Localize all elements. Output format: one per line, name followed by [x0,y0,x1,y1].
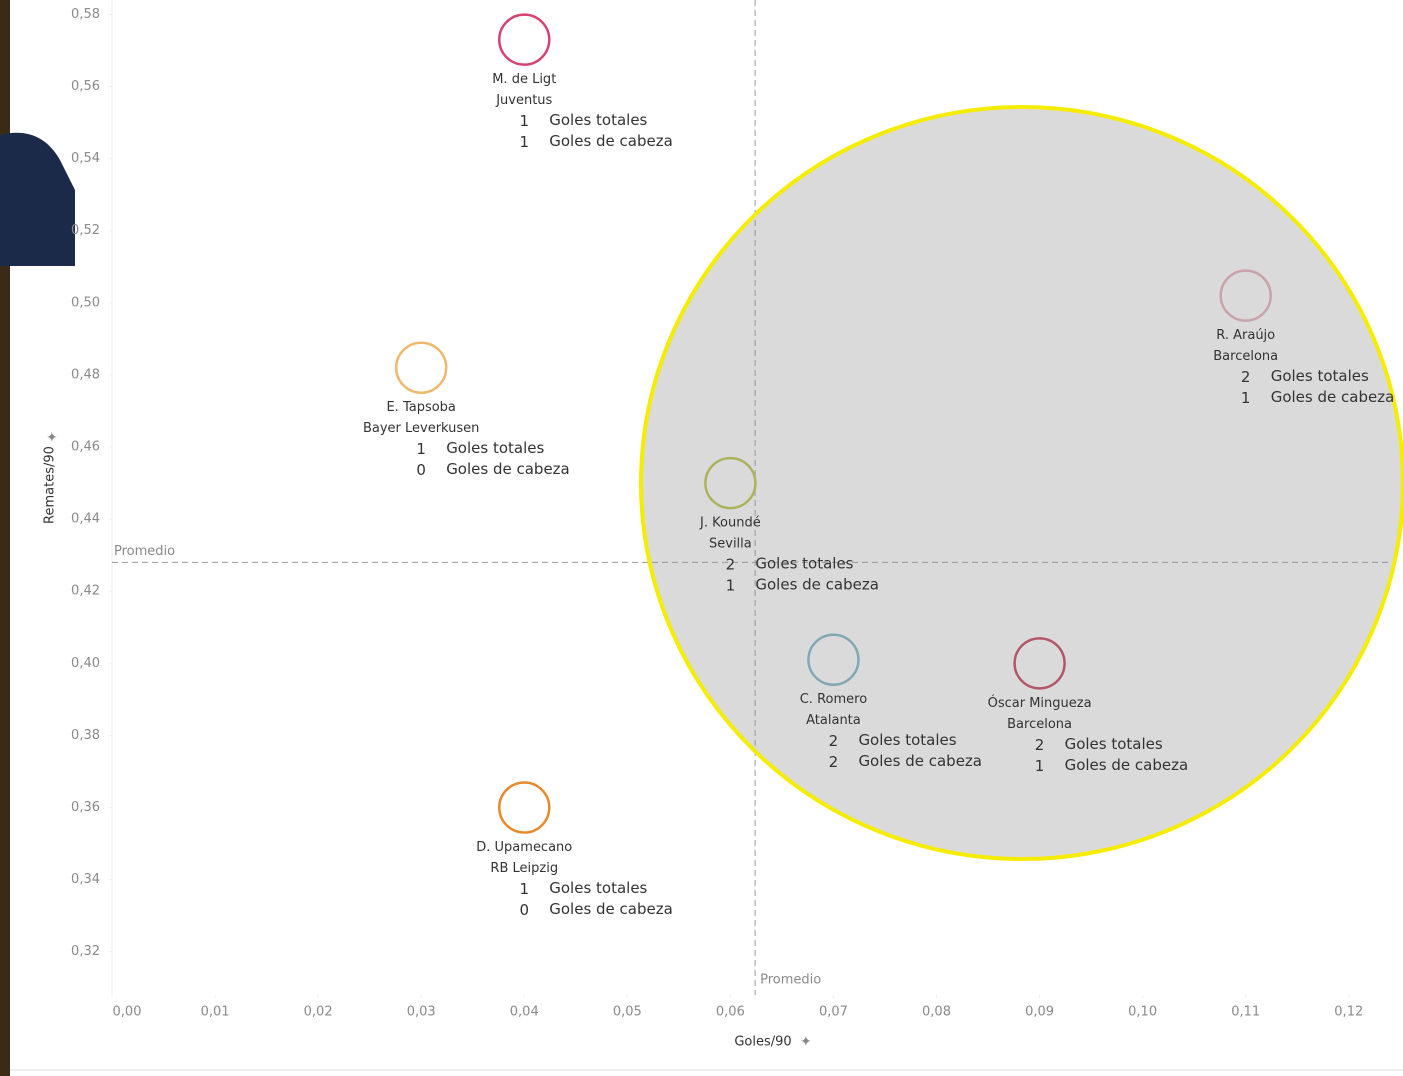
x-tick-label: 0,03 [407,1005,436,1020]
goals-total-label: Goles totales [858,731,956,749]
point-team: Bayer Leverkusen [363,421,479,436]
x-tick-label: 0,01 [201,1005,230,1020]
reference-label: Promedio [760,973,821,988]
point [1219,269,1272,322]
x-tick-label: 0,10 [1128,1005,1157,1020]
x-axis-title: Goles/90 [734,1035,791,1050]
goals-header-label: Goles de cabeza [755,576,879,594]
point-team: Atalanta [806,713,861,728]
y-tick-label: 0,58 [71,7,100,22]
goals-total: 2 [1241,368,1251,386]
x-tick-label: 0,00 [113,1005,142,1020]
point-team: Barcelona [1213,349,1278,364]
labels: M. de Ligt Juventus 1 Goles totales 1 Goles d… [363,72,1394,919]
x-tick-label: 0,02 [304,1005,333,1020]
y-tick-label: 0,48 [71,367,100,382]
point-team: Juventus [495,93,552,108]
y-tick-label: 0,34 [71,872,100,887]
y-tick-label: 0,46 [71,440,100,455]
goals-header-label: Goles de cabeza [858,752,982,770]
reference-label: Promedio [114,544,175,559]
point [498,13,551,66]
point [1013,637,1066,690]
goals-header-label: Goles de cabeza [1271,388,1395,406]
point [394,341,448,394]
x-tick-label: 0,08 [922,1005,951,1020]
goals-header-label: Goles de cabeza [446,460,570,478]
point [807,633,860,686]
goals-total-label: Goles totales [755,555,853,573]
point-name: E. Tapsoba [386,400,455,415]
y-tick-label: 0,44 [71,512,100,527]
left-photo-strip [0,0,10,1076]
y-tick-label: 0,52 [71,223,100,238]
x-tick-label: 0,05 [613,1005,642,1020]
x-tick-label: 0,12 [1334,1005,1363,1020]
point-team: Sevilla [709,537,752,552]
y-tick-label: 0,50 [71,295,100,310]
goals-header: 0 [416,461,426,479]
x-tick-label: 0,11 [1231,1005,1260,1020]
goals-header-label: Goles de cabeza [1065,756,1189,774]
point-team: RB Leipzig [490,861,558,876]
goals-header: 1 [726,577,736,595]
x-tick-label: 0,07 [819,1005,848,1020]
goals-total-label: Goles totales [549,879,647,897]
point-name: C. Romero [800,692,867,707]
goals-total: 1 [416,440,426,458]
pin-icon: ✦ [46,430,58,446]
point [498,781,551,834]
point-name: Óscar Mingueza [988,695,1092,711]
goals-total-label: Goles totales [446,439,544,457]
highlight-circle [639,105,1403,861]
point [704,456,757,510]
goals-total: 1 [519,880,529,898]
x-tick-label: 0,09 [1025,1005,1054,1020]
point-name: R. Araújo [1216,328,1275,343]
y-tick-label: 0,54 [71,151,100,166]
y-tick-label: 0,42 [71,584,100,599]
goals-header: 1 [1035,757,1045,775]
goals-header: 2 [829,753,839,771]
pin-icon: ✦ [800,1034,812,1050]
goals-total-label: Goles totales [1065,735,1163,753]
point-name: D. Upamecano [476,840,572,855]
y-tick-label: 0,36 [71,800,100,815]
x-tick-label: 0,06 [716,1005,745,1020]
x-tick-label: 0,04 [510,1005,539,1020]
goals-header: 1 [1241,389,1251,407]
point-team: Barcelona [1007,717,1072,732]
goals-total: 2 [1035,736,1045,754]
goals-total: 2 [829,732,839,750]
y-axis-title: Remates/90 [43,446,58,524]
y-tick-label: 0,32 [71,944,100,959]
plot: 0,32 0,34 0,36 0,38 0,40 0,42 0,44 0,46 0,48 0,50… [71,0,1390,1020]
goals-total-label: Goles totales [1271,367,1369,385]
goals-header: 0 [519,901,529,919]
goals-total-label: Goles totales [549,111,647,129]
goals-total: 1 [519,112,529,130]
player-photo [0,132,75,266]
y-tick-label: 0,56 [71,79,100,94]
goals-header-label: Goles de cabeza [549,132,673,150]
point-name: M. de Ligt [492,72,556,87]
goals-total: 2 [726,556,736,574]
y-tick-label: 0,40 [71,656,100,671]
goals-header: 1 [519,133,529,151]
goals-header-label: Goles de cabeza [549,900,673,918]
point-name: J. Koundé [699,516,761,531]
y-tick-label: 0,38 [71,728,100,743]
